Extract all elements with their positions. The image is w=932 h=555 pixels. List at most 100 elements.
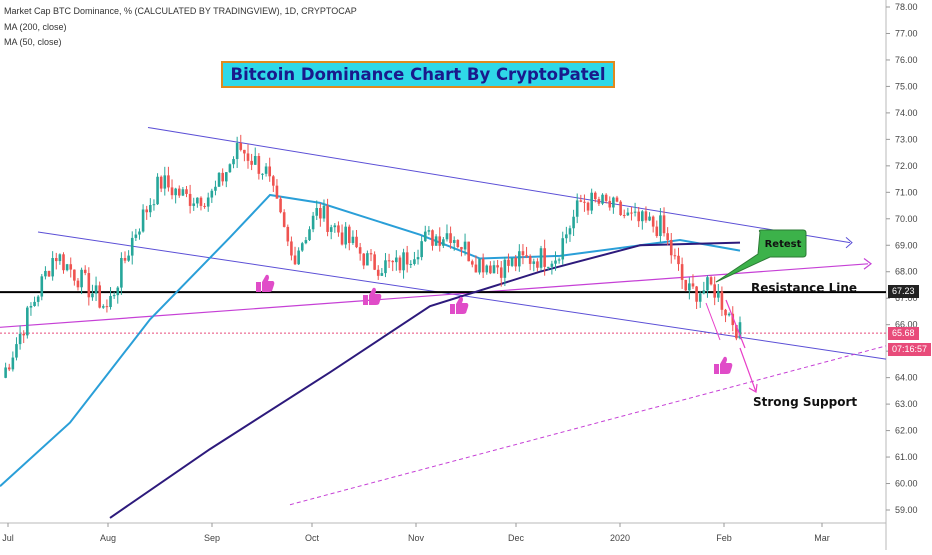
candle-body bbox=[727, 313, 731, 316]
candle-body bbox=[688, 283, 691, 291]
candle-body bbox=[304, 240, 308, 244]
candle-body bbox=[311, 215, 315, 230]
candle-body bbox=[358, 247, 362, 254]
candle-body bbox=[340, 232, 344, 245]
candle-body bbox=[460, 247, 463, 250]
candle-body bbox=[279, 198, 282, 213]
candle-body bbox=[116, 287, 120, 296]
candle-body bbox=[206, 197, 210, 207]
resistance-price-tag: 67.23 bbox=[888, 285, 919, 298]
candle-body bbox=[94, 285, 98, 294]
candle-body bbox=[69, 264, 73, 270]
candle-body bbox=[174, 188, 177, 196]
candle-body bbox=[391, 260, 395, 263]
x-tick-label: Oct bbox=[305, 533, 320, 543]
channel-arrow-icon bbox=[845, 236, 853, 249]
support-arrow-line bbox=[739, 347, 757, 393]
candle-body bbox=[655, 226, 659, 237]
candle-body bbox=[293, 255, 297, 265]
candle-body bbox=[702, 290, 706, 294]
x-tick-label: Feb bbox=[716, 533, 732, 543]
candle-body bbox=[572, 216, 575, 229]
candle-body bbox=[4, 367, 7, 378]
candle-body bbox=[738, 322, 742, 339]
candle-body bbox=[18, 333, 22, 345]
candle-body bbox=[402, 252, 405, 271]
candle-body bbox=[253, 156, 257, 165]
candle-body bbox=[438, 236, 442, 246]
candle-body bbox=[347, 226, 351, 244]
candle-body bbox=[319, 207, 322, 219]
candle-body bbox=[130, 237, 134, 256]
candle-body bbox=[156, 176, 159, 205]
candle-body bbox=[536, 261, 539, 268]
candle-body bbox=[593, 192, 597, 200]
candle-body bbox=[101, 306, 105, 308]
candle-body bbox=[376, 269, 380, 276]
candle-body bbox=[329, 227, 333, 232]
candle-body bbox=[98, 285, 101, 308]
candle-body bbox=[637, 211, 641, 222]
candle-body bbox=[467, 241, 470, 262]
candle-body bbox=[380, 273, 384, 276]
candle-body bbox=[550, 263, 554, 267]
candle-body bbox=[496, 265, 499, 268]
candle-body bbox=[22, 333, 26, 336]
y-tick-label: 70.00 bbox=[895, 214, 918, 224]
candle-body bbox=[105, 306, 109, 308]
candle-body bbox=[167, 175, 170, 188]
arrow-head-icon bbox=[748, 383, 758, 393]
ma200-legend: MA (200, close) bbox=[4, 22, 67, 32]
candle-body bbox=[724, 309, 727, 316]
candle-body bbox=[232, 159, 235, 165]
candle-body bbox=[601, 194, 604, 204]
candle-body bbox=[521, 251, 525, 256]
candle-body bbox=[149, 205, 152, 213]
candle-body bbox=[286, 226, 290, 242]
candle-body bbox=[272, 176, 275, 186]
candle-body bbox=[698, 293, 702, 302]
candle-body bbox=[337, 225, 340, 233]
candle-body bbox=[54, 258, 58, 262]
support-dashed-line bbox=[289, 345, 887, 506]
candle-body bbox=[177, 188, 181, 196]
candle-body bbox=[297, 250, 300, 265]
candle-body bbox=[445, 233, 449, 240]
y-tick-label: 71.00 bbox=[895, 187, 918, 197]
y-tick-label: 62.00 bbox=[895, 426, 918, 436]
candle-body bbox=[431, 230, 434, 246]
candle-body bbox=[662, 215, 666, 234]
candle-body bbox=[40, 276, 44, 297]
candle-body bbox=[695, 286, 698, 302]
candle-body bbox=[485, 265, 489, 273]
candle-body bbox=[434, 236, 438, 246]
candle-body bbox=[481, 258, 485, 273]
candle-body bbox=[489, 265, 492, 274]
candle-body bbox=[290, 241, 293, 256]
candle-body bbox=[514, 257, 518, 267]
candle-body bbox=[641, 211, 644, 222]
candle-body bbox=[409, 263, 413, 265]
candle-body bbox=[528, 255, 532, 264]
candle-body bbox=[163, 175, 167, 189]
candle-body bbox=[666, 233, 669, 240]
ma50-line bbox=[0, 193, 741, 487]
thumbs-up-icon bbox=[714, 356, 733, 374]
candle-body bbox=[58, 254, 62, 262]
candle-body bbox=[731, 313, 735, 326]
candle-body bbox=[221, 172, 224, 182]
candle-body bbox=[199, 197, 203, 206]
candle-body bbox=[615, 197, 619, 202]
x-tick-label: Sep bbox=[204, 533, 220, 543]
arrow-line bbox=[705, 302, 721, 341]
thumbs-up-icon bbox=[450, 296, 469, 314]
y-tick-label: 64.00 bbox=[895, 373, 918, 383]
candle-body bbox=[677, 255, 680, 265]
candle-body bbox=[322, 205, 326, 219]
candle-body bbox=[91, 293, 94, 298]
candle-body bbox=[188, 193, 192, 206]
y-tick-label: 68.00 bbox=[895, 267, 918, 277]
candle-body bbox=[196, 197, 199, 204]
candle-body bbox=[217, 172, 221, 187]
candle-body bbox=[709, 277, 713, 285]
